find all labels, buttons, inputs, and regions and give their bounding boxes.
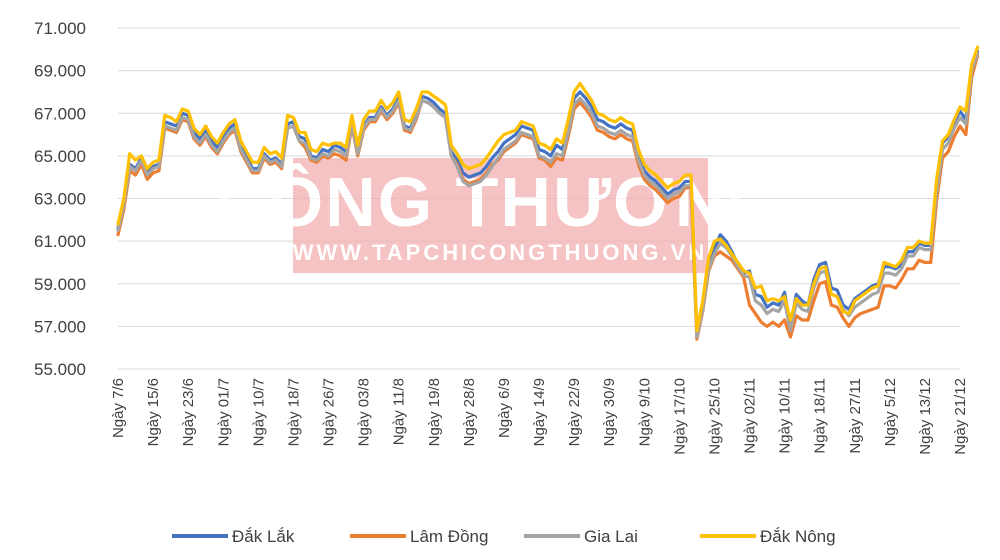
- x-tick-label: Ngày 7/6: [110, 378, 127, 438]
- x-tick-label: Ngày 23/6: [180, 378, 197, 446]
- y-tick-label: 67.000: [34, 104, 86, 123]
- x-tick-label: Ngày 14/9: [531, 378, 548, 446]
- x-tick-label: Ngày 19/8: [426, 378, 443, 446]
- legend-label: Lâm Đồng: [410, 527, 488, 546]
- series-lines: [116, 45, 980, 341]
- x-tick-label: Ngày 21/12: [952, 378, 969, 455]
- watermark-title: CÔNG THƯƠNG: [216, 162, 784, 241]
- x-tick-label: Ngày 22/9: [566, 378, 583, 446]
- x-tick-label: Ngày 30/9: [601, 378, 618, 446]
- y-tick-label: 63.000: [34, 190, 86, 209]
- x-tick-label: Ngày 28/8: [461, 378, 478, 446]
- x-tick-label: Ngày 01/7: [215, 378, 232, 446]
- y-tick-label: 59.000: [34, 275, 86, 294]
- y-tick-label: 71.000: [34, 19, 86, 38]
- x-tick-label: Ngày 17/10: [671, 378, 688, 455]
- y-tick-label: 61.000: [34, 232, 86, 251]
- watermark-url: WWW.TAPCHICONGTHUONG.VN: [293, 240, 707, 265]
- x-tick-label: Ngày 10/7: [250, 378, 267, 446]
- x-tick-label: Ngày 26/7: [321, 378, 338, 446]
- x-tick-label: Ngày 13/12: [917, 378, 934, 455]
- legend: Đắk Lắk Lâm Đồng Gia Lai Đắk Nông: [172, 527, 836, 546]
- x-tick-label: Ngày 18/11: [812, 378, 829, 454]
- watermark: CÔNG THƯƠNG WWW.TAPCHICONGTHUONG.VN: [216, 158, 784, 273]
- x-tick-label: Ngày 6/9: [496, 378, 513, 438]
- legend-label: Đắk Nông: [760, 527, 836, 546]
- x-tick-label: Ngày 27/11: [847, 378, 864, 454]
- x-tick-label: Ngày 02/11: [742, 378, 759, 454]
- legend-label: Gia Lai: [584, 527, 638, 546]
- x-tick-label: Ngày 25/10: [706, 378, 723, 455]
- x-tick-label: Ngày 11/8: [391, 378, 408, 445]
- x-tick-label: Ngày 10/11: [777, 378, 794, 454]
- x-tick-label: Ngày 18/7: [285, 378, 302, 446]
- x-axis-ticks: Ngày 7/6 Ngày 15/6 Ngày 23/6 Ngày 01/7 Ngày …: [110, 378, 969, 455]
- y-tick-label: 55.000: [34, 360, 86, 379]
- y-axis-ticks: 55.000 57.000 59.000 61.000 63.000 65.000 67.0…: [34, 19, 86, 379]
- y-tick-label: 65.000: [34, 147, 86, 166]
- x-tick-label: Ngày 5/12: [882, 378, 899, 446]
- x-tick-label: Ngày 9/10: [636, 378, 653, 446]
- legend-label: Đắk Lắk: [232, 527, 295, 546]
- x-tick-label: Ngày 15/6: [145, 378, 162, 446]
- watermark-background: [293, 158, 708, 273]
- y-tick-label: 69.000: [34, 62, 86, 81]
- series-line-3: [116, 45, 980, 333]
- x-tick-label: Ngày 03/8: [356, 378, 373, 446]
- y-tick-label: 57.000: [34, 317, 86, 336]
